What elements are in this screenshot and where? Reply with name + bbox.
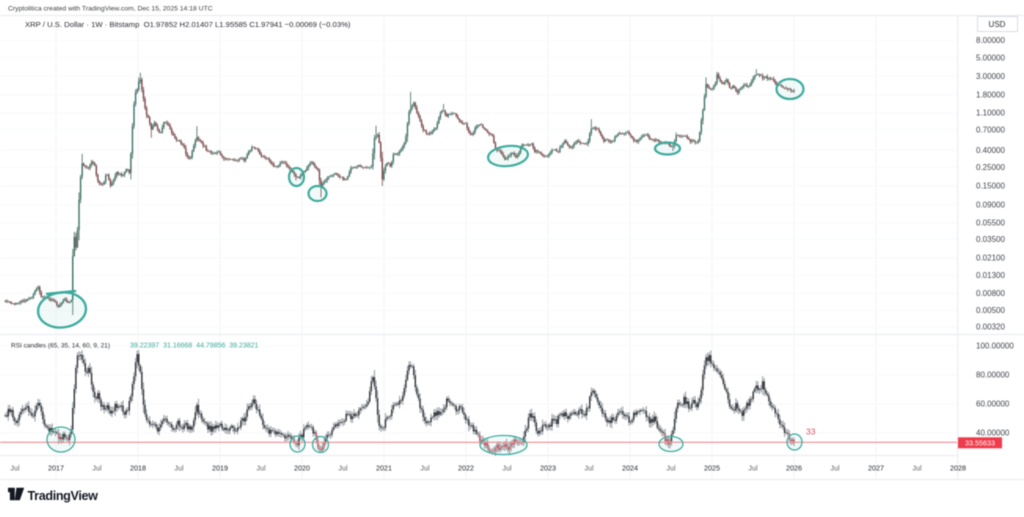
svg-text:33: 33 xyxy=(806,427,816,437)
svg-text:2017: 2017 xyxy=(48,464,64,473)
svg-text:TradingView: TradingView xyxy=(28,489,99,503)
svg-text:Jul: Jul xyxy=(666,464,676,473)
svg-text:5.00000: 5.00000 xyxy=(976,53,1005,62)
svg-text:Jul: Jul xyxy=(748,464,758,473)
svg-text:0.25000: 0.25000 xyxy=(976,163,1005,172)
svg-text:0.00800: 0.00800 xyxy=(976,289,1005,298)
svg-text:Jul: Jul xyxy=(830,464,840,473)
svg-text:Jul: Jul xyxy=(256,464,266,473)
svg-text:0.40000: 0.40000 xyxy=(976,146,1005,155)
svg-text:2018: 2018 xyxy=(130,464,146,473)
svg-text:0.03500: 0.03500 xyxy=(976,235,1005,244)
svg-text:0.70000: 0.70000 xyxy=(976,125,1005,134)
svg-text:2027: 2027 xyxy=(868,464,884,473)
svg-text:Jul: Jul xyxy=(10,464,20,473)
svg-text:0.05500: 0.05500 xyxy=(976,218,1005,227)
svg-text:Jul: Jul xyxy=(584,464,594,473)
svg-text:Cryptolitica created with Trad: Cryptolitica created with TradingView.co… xyxy=(8,6,213,13)
svg-text:0.09000: 0.09000 xyxy=(976,200,1005,209)
svg-text:100.00000: 100.00000 xyxy=(976,342,1014,351)
svg-text:2024: 2024 xyxy=(622,464,638,473)
svg-text:RSI candles (65, 35, 14, 60, 9: RSI candles (65, 35, 14, 60, 9, 21) xyxy=(11,343,110,350)
svg-text:2022: 2022 xyxy=(458,464,474,473)
svg-text:60.00000: 60.00000 xyxy=(976,400,1010,409)
svg-text:0.02100: 0.02100 xyxy=(976,254,1005,263)
svg-text:Jul: Jul xyxy=(92,464,102,473)
svg-text:2021: 2021 xyxy=(376,464,392,473)
svg-text:Jul: Jul xyxy=(420,464,430,473)
svg-text:Jul: Jul xyxy=(502,464,512,473)
svg-text:33.55633: 33.55633 xyxy=(965,439,995,448)
svg-text:8.00000: 8.00000 xyxy=(976,36,1005,45)
svg-text:3.00000: 3.00000 xyxy=(976,72,1005,81)
svg-text:0.01300: 0.01300 xyxy=(976,271,1005,280)
svg-text:2023: 2023 xyxy=(540,464,556,473)
svg-text:40.00000: 40.00000 xyxy=(976,429,1010,438)
svg-text:0.15000: 0.15000 xyxy=(976,182,1005,191)
svg-text:XRP / U.S. Dollar · 1W · Bitst: XRP / U.S. Dollar · 1W · Bitstamp O1.978… xyxy=(25,20,351,29)
svg-text:80.00000: 80.00000 xyxy=(976,371,1010,380)
svg-text:1.10000: 1.10000 xyxy=(976,109,1005,118)
svg-text:1.80000: 1.80000 xyxy=(976,91,1005,100)
svg-text:2026: 2026 xyxy=(786,464,802,473)
svg-text:2020: 2020 xyxy=(294,464,310,473)
svg-text:0.00500: 0.00500 xyxy=(976,306,1005,315)
svg-text:Jul: Jul xyxy=(174,464,184,473)
svg-text:Jul: Jul xyxy=(912,464,922,473)
svg-text:USD: USD xyxy=(989,20,1006,29)
svg-text:2019: 2019 xyxy=(212,464,228,473)
svg-text:Jul: Jul xyxy=(338,464,348,473)
svg-text:39.22397 31.16668 44.79856: 39.22397 31.16668 44.79856 39.23821 xyxy=(130,343,259,350)
svg-text:2025: 2025 xyxy=(704,464,720,473)
svg-text:0.00320: 0.00320 xyxy=(976,323,1005,332)
svg-text:2028: 2028 xyxy=(950,464,966,473)
